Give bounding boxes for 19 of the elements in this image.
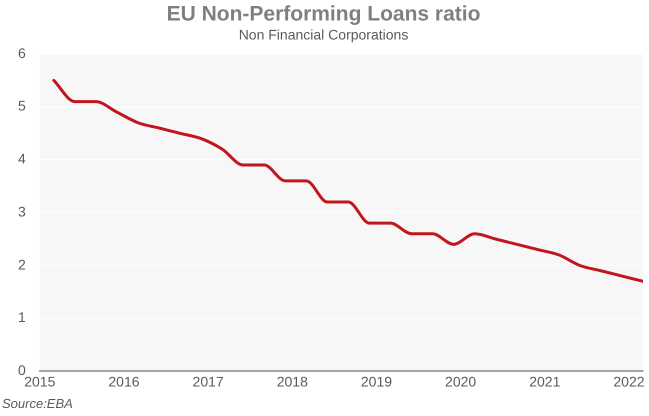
chart-title: EU Non-Performing Loans ratio xyxy=(166,2,480,26)
x-tick-label: 2019 xyxy=(360,373,392,390)
x-tick-label: 2020 xyxy=(445,373,476,390)
y-tick-label: 1 xyxy=(18,309,26,326)
y-tick-label: 3 xyxy=(18,203,26,220)
x-tick-label: 2016 xyxy=(108,373,140,390)
x-tick-label: 2021 xyxy=(529,373,561,390)
y-tick-label: 6 xyxy=(18,44,26,61)
x-tick-label: 2018 xyxy=(276,373,308,390)
y-tick-label: 5 xyxy=(18,98,26,114)
chart-subtitle: Non Financial Corporations xyxy=(238,26,408,42)
line-series xyxy=(52,78,643,283)
x-tick-label: 2022 xyxy=(613,373,645,390)
y-tick-label: 4 xyxy=(18,150,26,167)
source-note: Source:EBA xyxy=(2,396,73,411)
y-tick-label: 2 xyxy=(18,256,26,272)
y-tick-label: 0 xyxy=(18,362,26,378)
x-tick-label: 2017 xyxy=(192,373,224,390)
x-tick-label: 2015 xyxy=(24,373,56,390)
